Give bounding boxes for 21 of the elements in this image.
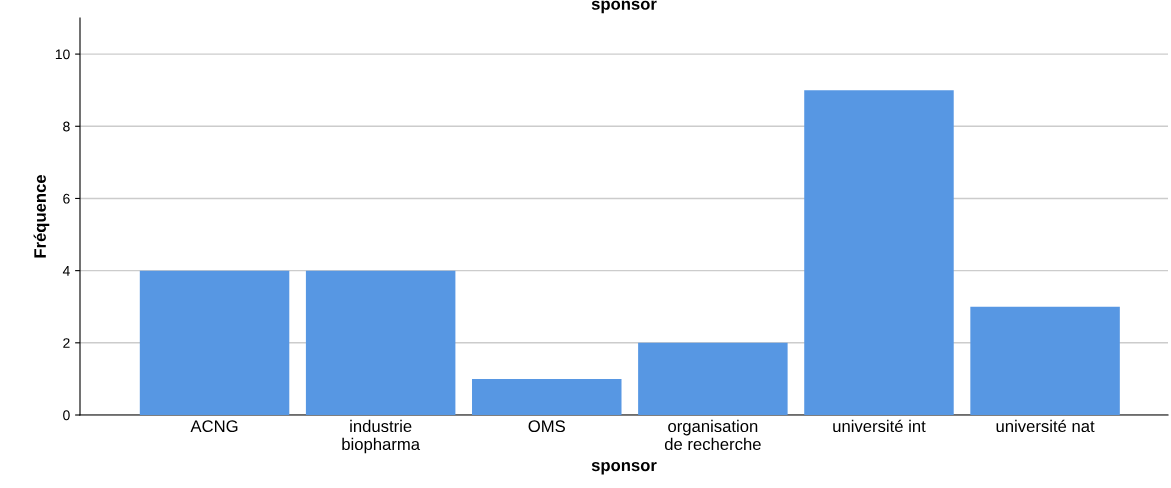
y-tick-label: 6 <box>63 193 70 204</box>
x-tick-label: ACNG <box>190 420 238 433</box>
bar <box>970 306 1120 415</box>
y-axis-title: Fréquence <box>33 174 50 258</box>
bar <box>305 270 456 415</box>
x-tick-label: université int <box>833 419 926 433</box>
bar <box>139 270 290 415</box>
y-tick-label: 8 <box>63 121 70 132</box>
y-tick-label: 0 <box>63 410 70 421</box>
bar <box>472 378 622 415</box>
x-tick-label: université nat <box>996 419 1095 433</box>
y-tick-label: 10 <box>55 49 70 60</box>
chart-title: sponsor <box>591 0 657 14</box>
bar <box>804 90 954 415</box>
x-tick-label: OMS <box>528 420 565 433</box>
y-tick-label: 4 <box>62 266 70 276</box>
x-axis-title: sponsor <box>591 461 657 475</box>
x-tick-label: organisation de recherche <box>664 419 761 451</box>
x-tick-label: industrie biopharma <box>342 419 421 454</box>
y-tick-label: 2 <box>63 338 70 348</box>
bar <box>638 342 788 415</box>
